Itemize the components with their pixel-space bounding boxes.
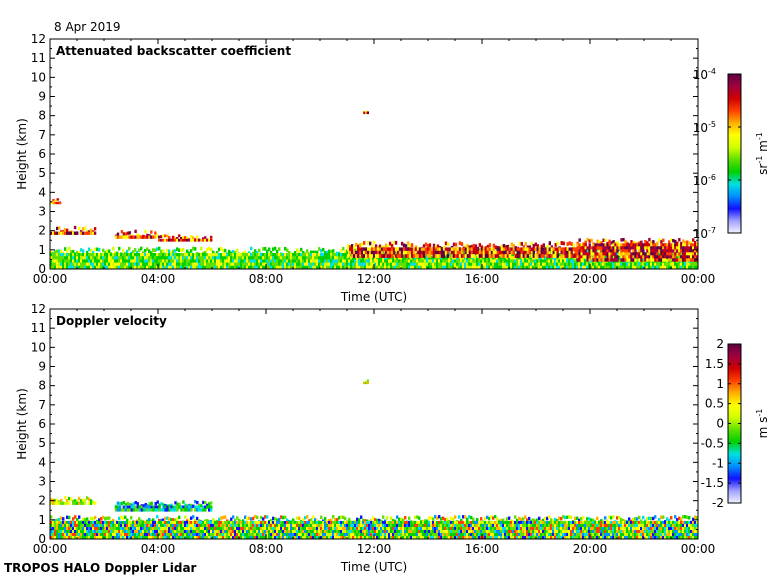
backscatter-y-tick-label: 11 bbox=[31, 51, 46, 65]
velocity-colorbar-tick-label: -0.5 bbox=[701, 436, 724, 450]
velocity-y-tick-label: 1 bbox=[38, 513, 46, 527]
backscatter-colorbar-tick-label: 10-5 bbox=[693, 120, 716, 135]
velocity-y-tick-label: 3 bbox=[38, 475, 46, 489]
backscatter-cloud-layer bbox=[114, 229, 159, 239]
backscatter-x-tick-label: 00:00 bbox=[33, 272, 68, 286]
backscatter-y-tick-label: 9 bbox=[38, 90, 46, 104]
backscatter-y-tick-label: 8 bbox=[38, 109, 46, 123]
velocity-isolated-echo bbox=[363, 379, 369, 385]
footer-label: TROPOS HALO Doppler Lidar bbox=[4, 561, 197, 575]
backscatter-cloud-layer bbox=[158, 234, 213, 242]
velocity-colorbar-tick-label: -1 bbox=[712, 456, 724, 470]
velocity-colorbar-unit: m s-1 bbox=[755, 409, 770, 439]
backscatter-y-tick-label: 5 bbox=[38, 166, 46, 180]
backscatter-y-tick-label: 2 bbox=[38, 224, 46, 238]
backscatter-y-tick-label: 7 bbox=[38, 128, 46, 142]
backscatter-x-tick-label: 20:00 bbox=[573, 272, 608, 286]
velocity-x-tick-label: 16:00 bbox=[465, 542, 500, 556]
backscatter-y-tick-label: 1 bbox=[38, 243, 46, 257]
velocity-x-tick-label: 00:00 bbox=[33, 542, 68, 556]
velocity-cloud-velocity bbox=[114, 500, 213, 512]
backscatter-y-tick-label: 0 bbox=[38, 262, 46, 276]
backscatter-y-tick-label: 4 bbox=[38, 185, 46, 199]
date-label: 8 Apr 2019 bbox=[54, 20, 121, 34]
velocity-y-tick-label: 2 bbox=[38, 494, 46, 508]
velocity-cloud-velocity bbox=[50, 496, 97, 505]
backscatter-panel-title: Attenuated backscatter coefficient bbox=[56, 44, 291, 58]
velocity-x-tick-label: 00:00 bbox=[681, 542, 716, 556]
backscatter-colorbar bbox=[727, 73, 742, 234]
velocity-x-tick-label: 20:00 bbox=[573, 542, 608, 556]
velocity-y-tick-label: 10 bbox=[31, 340, 46, 354]
backscatter-x-tick-label: 04:00 bbox=[141, 272, 176, 286]
velocity-y-tick-label: 12 bbox=[31, 302, 46, 316]
backscatter-y-tick-label: 10 bbox=[31, 70, 46, 84]
velocity-boundary-layer-velocity bbox=[50, 514, 698, 539]
backscatter-data-layer bbox=[50, 110, 698, 269]
backscatter-colorbar-unit: sr-1 m-1 bbox=[755, 132, 770, 175]
velocity-colorbar-tick-label: 2 bbox=[716, 337, 724, 351]
velocity-y-tick-label: 4 bbox=[38, 455, 46, 469]
backscatter-isolated-echo bbox=[363, 110, 369, 115]
backscatter-isolated-echo bbox=[50, 198, 62, 205]
velocity-y-tick-label: 9 bbox=[38, 360, 46, 374]
velocity-y-tick-label: 0 bbox=[38, 532, 46, 546]
backscatter-y-tick-label: 3 bbox=[38, 205, 46, 219]
velocity-colorbar-tick-label: 0.5 bbox=[705, 397, 724, 411]
backscatter-colorbar-tick-label: 10-6 bbox=[693, 173, 716, 188]
backscatter-cloud-layer bbox=[576, 237, 698, 262]
backscatter-colorbar-tick-label: 10-7 bbox=[693, 226, 716, 241]
backscatter-y-axis-label: Height (km) bbox=[15, 118, 29, 189]
backscatter-x-tick-label: 16:00 bbox=[465, 272, 500, 286]
backscatter-cloud-layer bbox=[347, 240, 577, 258]
velocity-x-tick-label: 08:00 bbox=[249, 542, 284, 556]
backscatter-x-tick-label: 08:00 bbox=[249, 272, 284, 286]
backscatter-x-tick-label: 00:00 bbox=[681, 272, 716, 286]
backscatter-x-tick-label: 12:00 bbox=[357, 272, 392, 286]
backscatter-boundary-layer-aerosol bbox=[50, 246, 321, 269]
velocity-panel-title: Doppler velocity bbox=[56, 314, 167, 328]
backscatter-x-axis-label: Time (UTC) bbox=[340, 290, 407, 304]
velocity-x-tick-label: 04:00 bbox=[141, 542, 176, 556]
velocity-y-tick-label: 8 bbox=[38, 379, 46, 393]
velocity-colorbar-tick-label: 0 bbox=[716, 417, 724, 431]
velocity-y-tick-label: 11 bbox=[31, 321, 46, 335]
velocity-colorbar-tick-label: -2 bbox=[712, 496, 724, 510]
velocity-y-tick-label: 5 bbox=[38, 436, 46, 450]
velocity-x-tick-label: 12:00 bbox=[357, 542, 392, 556]
velocity-colorbar-tick-label: 1.5 bbox=[705, 357, 724, 371]
backscatter-cloud-layer bbox=[50, 225, 97, 235]
velocity-colorbar-tick-label: -1.5 bbox=[701, 476, 724, 490]
velocity-y-axis-label: Height (km) bbox=[15, 388, 29, 459]
velocity-colorbar-tick-label: 1 bbox=[716, 377, 724, 391]
velocity-data-layer bbox=[50, 379, 698, 539]
velocity-x-axis-label: Time (UTC) bbox=[340, 560, 407, 574]
velocity-y-tick-label: 7 bbox=[38, 398, 46, 412]
backscatter-y-tick-label: 12 bbox=[31, 32, 46, 46]
backscatter-y-tick-label: 6 bbox=[38, 147, 46, 161]
velocity-y-tick-label: 6 bbox=[38, 417, 46, 431]
backscatter-colorbar-tick-label: 10-4 bbox=[693, 67, 716, 82]
